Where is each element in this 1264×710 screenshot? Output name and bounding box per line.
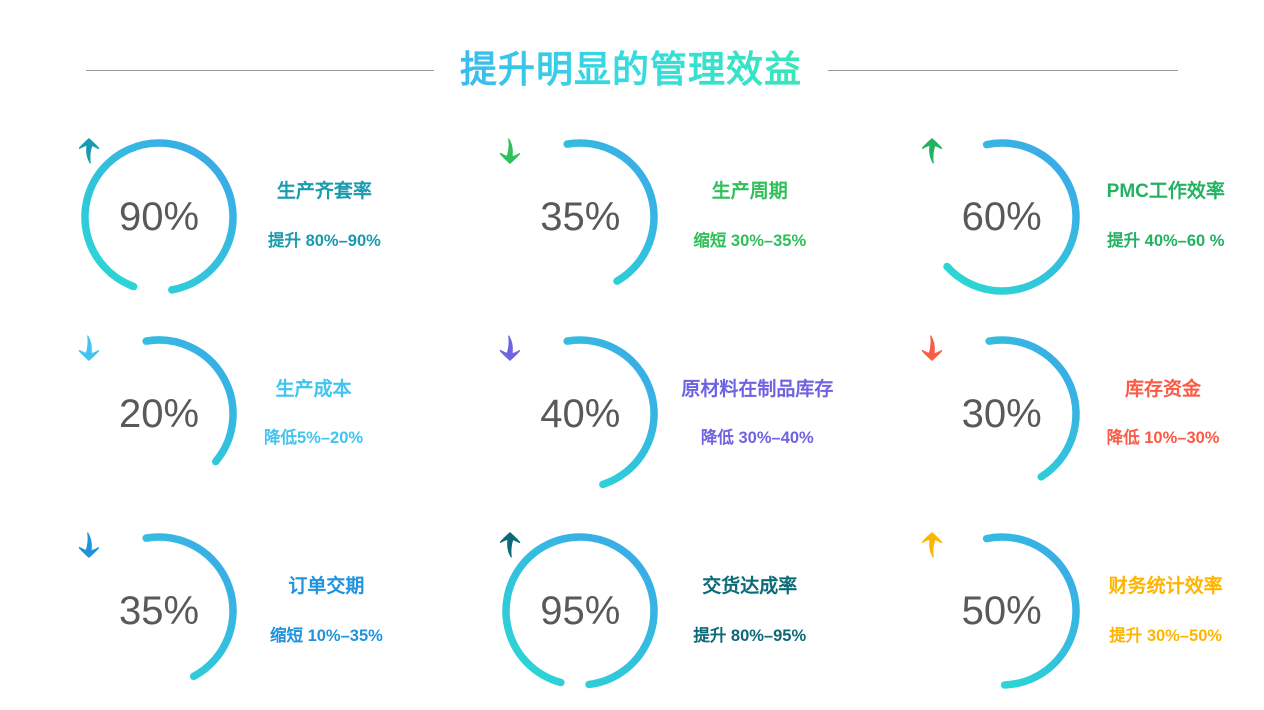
gauge-ring: 40% — [497, 331, 663, 497]
gauge-center: 35% — [76, 528, 242, 694]
metric-delta: 降低5%–20% — [264, 429, 364, 448]
gauge-center: 95% — [497, 528, 663, 694]
metric-name: 库存资金 — [1125, 378, 1202, 400]
arrow-down-icon — [500, 335, 521, 361]
gauge-labels: 交货达成率提升 80%–95% — [693, 576, 806, 647]
gauge-card: 60% PMC工作效率 提升 40%–60 % — [843, 118, 1264, 315]
arrow-down-icon — [500, 138, 521, 164]
metric-name: 原材料在制品库存 — [681, 378, 834, 400]
title-divider-right — [828, 69, 1178, 71]
gauge-arc-svg — [142, 533, 237, 681]
arrow-down-icon — [78, 532, 100, 559]
gauge-arc-svg — [942, 138, 1080, 295]
gauge-labels: 生产成本降低5%–20% — [264, 379, 363, 450]
gauge-labels: PMC工作效率 提升 40%–60 % — [1107, 181, 1225, 252]
gauge-center: 30% — [919, 331, 1085, 497]
gauge-labels: 生产齐套率提升 80%–90% — [268, 181, 381, 252]
gauge-center: 90% — [76, 134, 242, 300]
gauge-arc-svg — [81, 138, 237, 294]
gauge-progress-arc — [142, 336, 237, 466]
gauge-percent-value: 95% — [540, 589, 621, 634]
arrow-down-icon — [78, 335, 100, 361]
gauge-arc-svg — [563, 336, 659, 489]
gauge-progress-arc — [502, 533, 659, 689]
gauge-progress-arc — [942, 138, 1080, 295]
gauge-ring: 90% — [76, 134, 242, 300]
gauge-card: 35% 生产周期缩短 30%–35% — [421, 118, 842, 315]
arrow-up-icon — [78, 137, 100, 164]
gauge-percent-value: 20% — [118, 391, 200, 436]
title-divider-left — [86, 69, 434, 71]
arrow-up-icon — [921, 532, 942, 558]
gauge-center: 60% — [919, 134, 1085, 300]
gauge-labels: 原材料在制品库存 降低 30%–40% — [681, 379, 833, 450]
arrow-down-icon — [921, 335, 942, 361]
gauge-ring: 60% — [919, 134, 1085, 300]
gauge-percent-value: 35% — [118, 589, 200, 634]
gauge-progress-arc — [563, 336, 659, 489]
metric-name: 生产齐套率 — [276, 181, 372, 203]
gauge-ring: 30% — [919, 331, 1085, 497]
page-header: 提升明显的管理效益 — [0, 40, 1264, 100]
metric-delta: 降低 10%–30% — [1106, 429, 1220, 448]
metric-delta: 提升 40%–60 % — [1107, 232, 1225, 251]
gauge-card: 40% 原材料在制品库存 降低 30%–40% — [421, 315, 842, 512]
gauge-grid: 90% 生产齐套率提升 80%–90% 35% 生产周期缩短 30%–35% 60% PM… — [0, 118, 1264, 710]
metric-delta: 缩短 30%–35% — [693, 232, 807, 251]
gauge-percent-value: 35% — [540, 194, 621, 239]
gauge-percent-value: 50% — [961, 589, 1042, 634]
gauge-center: 20% — [76, 331, 242, 497]
gauge-card: 30% 库存资金降低 10%–30% — [843, 315, 1264, 512]
metric-delta: 降低 30%–40% — [700, 429, 814, 448]
gauge-arc-svg — [563, 138, 659, 285]
arrow-up-icon — [500, 532, 521, 558]
gauge-progress-arc — [81, 138, 237, 294]
gauge-center: 35% — [497, 134, 663, 300]
gauge-ring: 50% — [919, 528, 1085, 694]
gauge-percent-value: 40% — [540, 391, 621, 436]
gauge-progress-arc — [142, 533, 237, 681]
gauge-card: 35% 订单交期缩短 10%–35% — [0, 513, 421, 710]
page-title: 提升明显的管理效益 — [456, 49, 806, 91]
gauge-ring: 35% — [497, 134, 663, 300]
metric-delta: 提升 30%–50% — [1109, 626, 1223, 645]
gauge-percent-value: 60% — [961, 194, 1042, 239]
gauge-labels: 库存资金降低 10%–30% — [1107, 379, 1220, 450]
gauge-arc-svg — [502, 533, 659, 689]
gauge-center: 40% — [497, 331, 663, 497]
metric-delta: 缩短 10%–35% — [270, 626, 383, 645]
gauge-progress-arc — [982, 533, 1080, 690]
metric-name: PMC工作效率 — [1106, 181, 1225, 203]
gauge-percent-value: 90% — [118, 194, 200, 239]
gauge-progress-arc — [985, 336, 1080, 481]
gauge-labels: 订单交期缩短 10%–35% — [270, 576, 383, 647]
gauge-card: 20% 生产成本降低5%–20% — [0, 315, 421, 512]
gauge-ring: 35% — [76, 528, 242, 694]
gauge-progress-arc — [563, 138, 659, 285]
gauge-ring: 20% — [76, 331, 242, 497]
gauge-labels: 生产周期缩短 30%–35% — [693, 181, 806, 252]
metric-name: 生产周期 — [711, 181, 788, 203]
gauge-card: 50% 财务统计效率 提升 30%–50% — [843, 513, 1264, 710]
metric-name: 订单交期 — [288, 576, 365, 598]
metric-delta: 提升 80%–90% — [268, 232, 381, 251]
metric-name: 生产成本 — [275, 378, 352, 400]
gauge-card: 95% 交货达成率提升 80%–95% — [421, 513, 842, 710]
metric-delta: 提升 80%–95% — [693, 626, 807, 645]
metric-name: 交货达成率 — [702, 576, 798, 598]
gauge-center: 50% — [919, 528, 1085, 694]
gauge-percent-value: 30% — [961, 391, 1042, 436]
gauge-card: 90% 生产齐套率提升 80%–90% — [0, 118, 421, 315]
gauge-arc-svg — [982, 533, 1080, 690]
gauge-arc-svg — [985, 336, 1080, 481]
gauge-labels: 财务统计效率 提升 30%–50% — [1109, 576, 1223, 647]
arrow-up-icon — [921, 137, 942, 164]
gauge-arc-svg — [142, 336, 237, 466]
metric-name: 财务统计效率 — [1108, 576, 1223, 598]
gauge-ring: 95% — [497, 528, 663, 694]
